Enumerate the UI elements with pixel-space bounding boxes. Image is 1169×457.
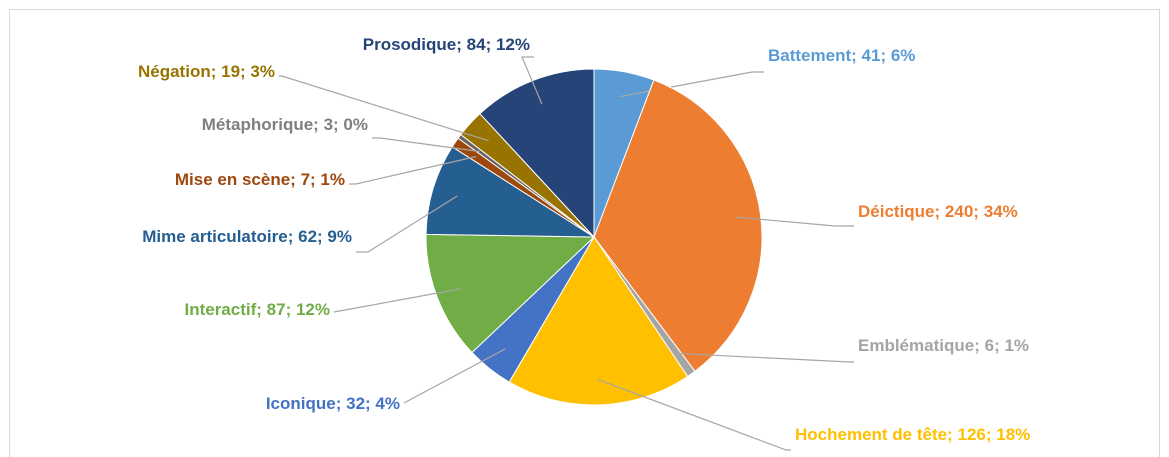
label-separator: ; <box>974 336 984 355</box>
label-separator: ; <box>211 62 221 81</box>
label-percent: 34% <box>984 202 1018 221</box>
leader-line <box>735 216 854 227</box>
label-separator: ; <box>365 394 375 413</box>
label-value: 62 <box>298 227 317 246</box>
label-value: 84 <box>467 35 486 54</box>
data-label: Battement; 41; 6% <box>768 46 915 65</box>
label-value: 87 <box>267 300 286 319</box>
label-separator: ; <box>986 425 996 444</box>
label-value: 240 <box>945 202 973 221</box>
leader-line <box>598 379 791 451</box>
label-percent: 4% <box>375 394 400 413</box>
pie-slice <box>479 68 595 239</box>
label-category: Prosodique <box>363 35 457 54</box>
label-separator: ; <box>313 115 323 134</box>
leader-line <box>333 288 462 313</box>
data-label: Négation; 19; 3% <box>138 62 275 81</box>
label-separator: ; <box>290 170 300 189</box>
label-value: 41 <box>862 46 881 65</box>
label-separator: ; <box>994 336 1004 355</box>
leader-line <box>349 156 477 185</box>
label-percent: 3% <box>250 62 275 81</box>
label-value: 19 <box>221 62 240 81</box>
label-separator: ; <box>880 46 890 65</box>
label-percent: 9% <box>327 227 352 246</box>
pie-slice <box>593 79 763 373</box>
label-separator: ; <box>851 46 861 65</box>
pie-slice <box>425 233 596 354</box>
data-label: Interactif; 87; 12% <box>184 300 330 319</box>
label-separator: ; <box>286 300 296 319</box>
label-separator: ; <box>935 202 945 221</box>
label-separator: ; <box>486 35 496 54</box>
label-separator: ; <box>456 35 466 54</box>
label-value: 3 <box>324 115 333 134</box>
label-value: 32 <box>346 394 365 413</box>
pie-slice <box>425 146 596 238</box>
leader-line <box>676 352 854 363</box>
label-separator: ; <box>947 425 957 444</box>
label-category: Négation <box>138 62 211 81</box>
label-category: Battement <box>768 46 851 65</box>
leader-line <box>403 348 506 404</box>
label-category: Mime articulatoire <box>142 227 288 246</box>
label-separator: ; <box>256 300 266 319</box>
data-label: Mise en scène; 7; 1% <box>175 170 345 189</box>
label-percent: 1% <box>320 170 345 189</box>
label-percent: 1% <box>1004 336 1029 355</box>
label-separator: ; <box>336 394 346 413</box>
leader-line <box>372 137 480 153</box>
label-category: Hochement de tête <box>795 425 947 444</box>
label-separator: ; <box>288 227 298 246</box>
label-category: Déictique <box>858 202 935 221</box>
data-label: Iconique; 32; 4% <box>266 394 400 413</box>
label-percent: 12% <box>496 35 530 54</box>
data-label: Hochement de tête; 126; 18% <box>795 425 1030 444</box>
label-percent: 0% <box>343 115 368 134</box>
data-label: Emblématique; 6; 1% <box>858 336 1029 355</box>
label-value: 6 <box>985 336 994 355</box>
label-category: Emblématique <box>858 336 974 355</box>
label-separator: ; <box>973 202 983 221</box>
label-value: 7 <box>301 170 310 189</box>
data-label: Déictique; 240; 34% <box>858 202 1018 221</box>
label-category: Interactif <box>184 300 256 319</box>
label-category: Métaphorique <box>202 115 313 134</box>
pie-slice <box>508 236 689 406</box>
label-percent: 6% <box>891 46 916 65</box>
label-value: 126 <box>957 425 985 444</box>
label-separator: ; <box>310 170 320 189</box>
label-separator: ; <box>240 62 250 81</box>
label-separator: ; <box>333 115 343 134</box>
leader-line <box>521 56 543 105</box>
label-separator: ; <box>317 227 327 246</box>
label-category: Iconique <box>266 394 336 413</box>
label-percent: 12% <box>296 300 330 319</box>
label-category: Mise en scène <box>175 170 290 189</box>
leader-line <box>356 195 458 253</box>
data-label: Prosodique; 84; 12% <box>363 35 530 54</box>
label-percent: 18% <box>996 425 1030 444</box>
data-label: Mime articulatoire; 62; 9% <box>142 227 352 246</box>
leader-line <box>279 75 489 142</box>
data-label: Métaphorique; 3; 0% <box>202 115 368 134</box>
